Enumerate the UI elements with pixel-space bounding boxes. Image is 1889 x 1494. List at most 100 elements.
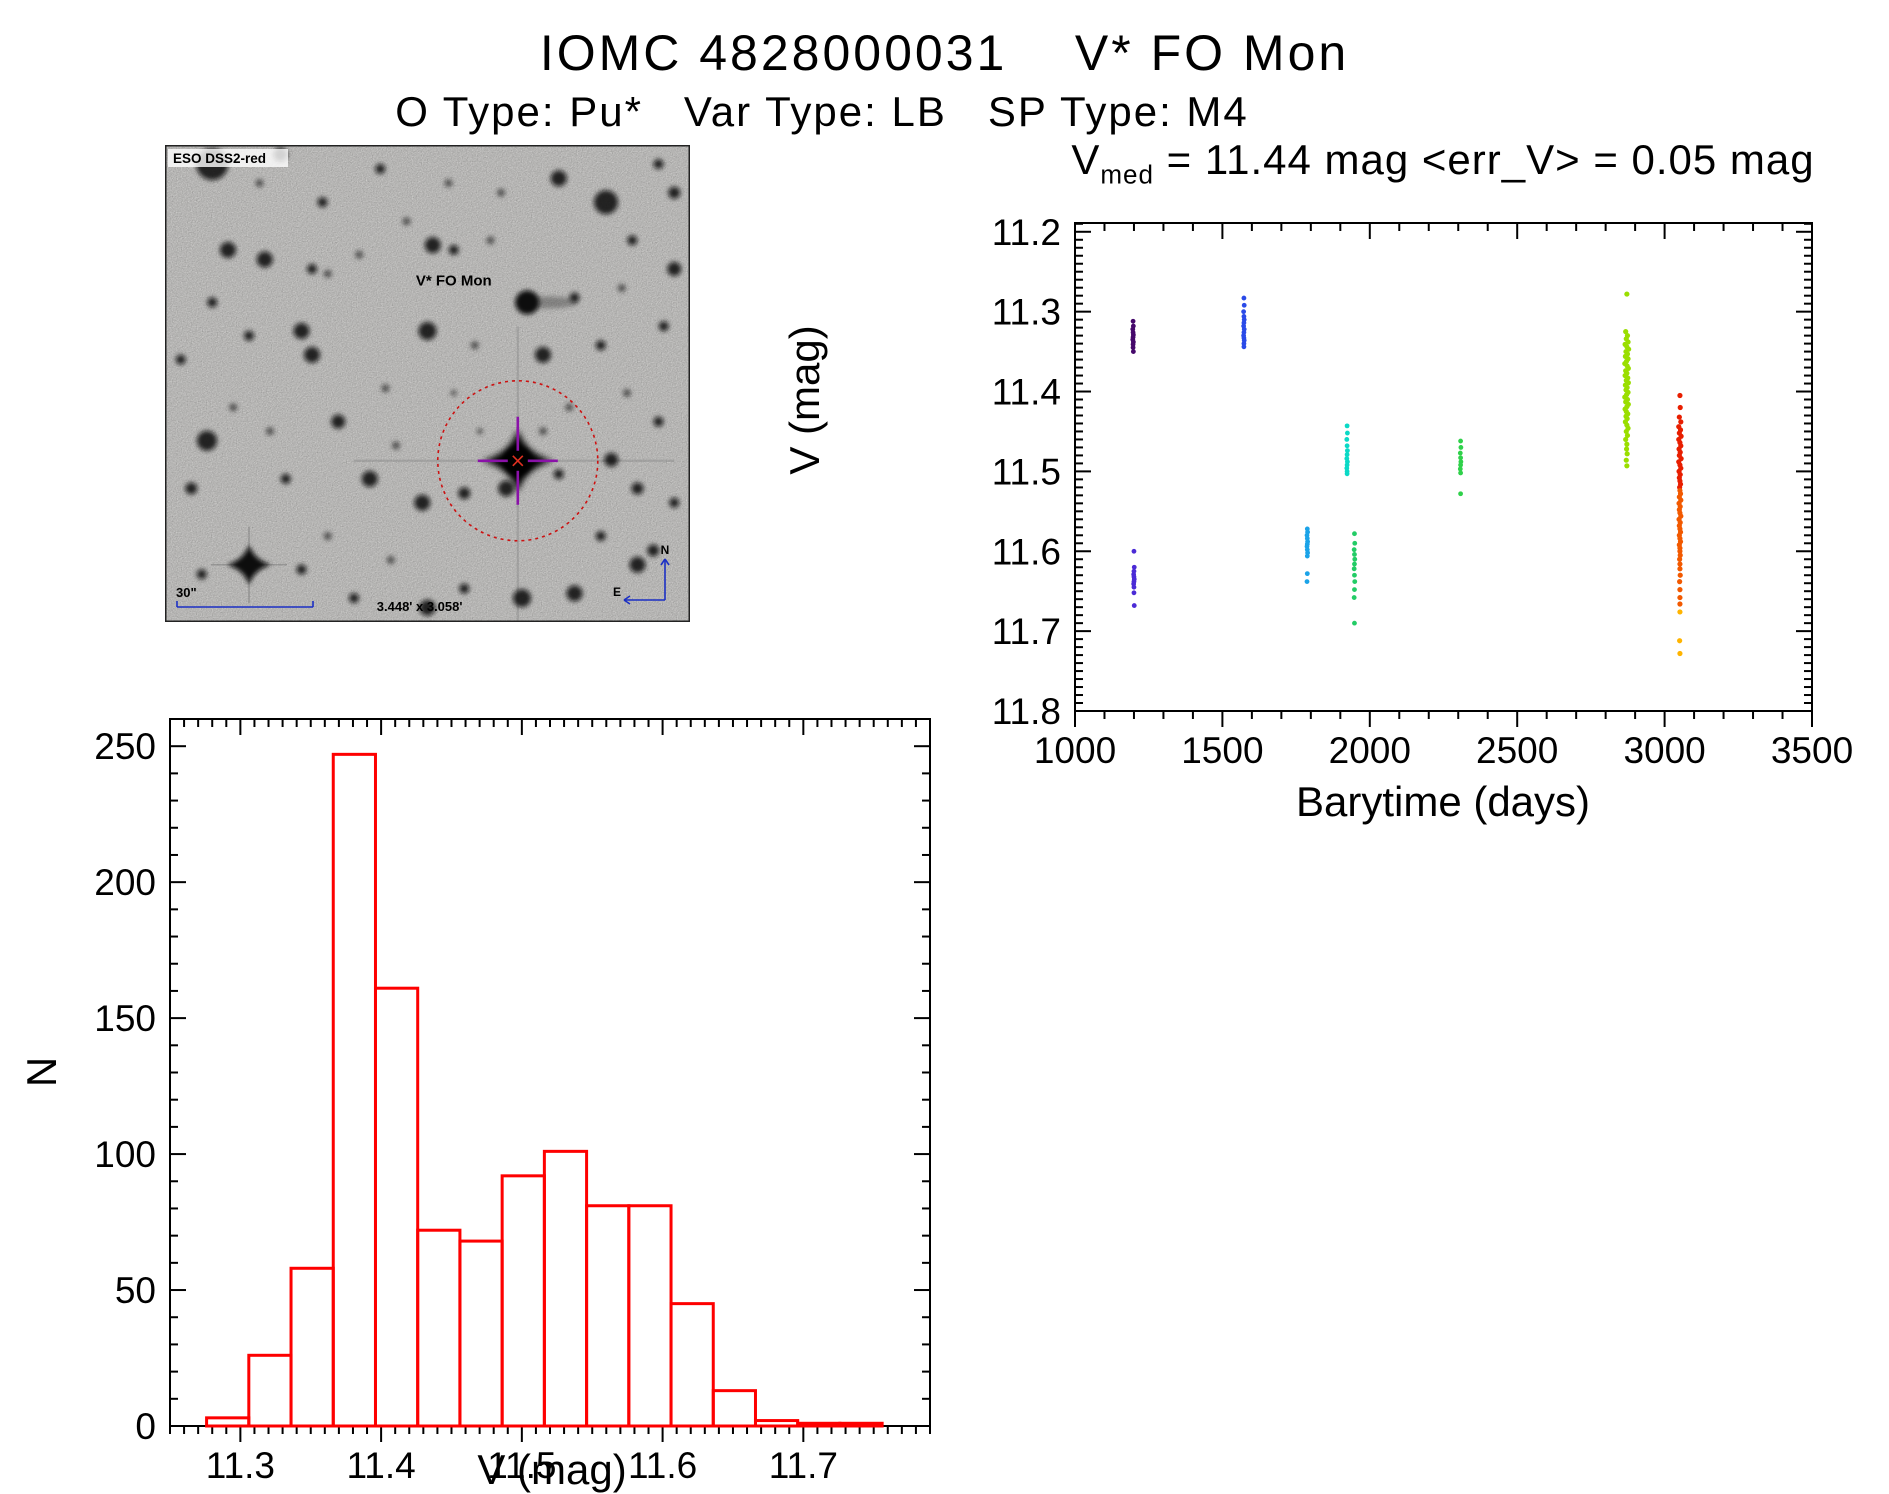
star — [653, 159, 664, 170]
star — [539, 427, 547, 436]
data-point — [1304, 553, 1310, 559]
survey-label: ESO DSS2-red — [173, 151, 266, 166]
data-point — [1304, 579, 1310, 585]
scatter-series-cluster-1-dark-purple — [1130, 318, 1136, 354]
star — [658, 321, 669, 332]
data-point — [1130, 349, 1136, 354]
x-tick-label: 3500 — [1771, 730, 1853, 771]
plot-frame — [169, 718, 931, 1427]
data-point — [1352, 587, 1357, 592]
data-point — [1352, 531, 1357, 537]
star — [498, 480, 515, 497]
star — [458, 487, 471, 500]
y-tick-label: 11.3 — [992, 292, 1061, 333]
data-point — [1623, 428, 1629, 435]
star — [669, 497, 680, 508]
spiky-star — [211, 526, 287, 603]
data-point — [1677, 594, 1683, 601]
field-size-label: 3.448' x 3.058' — [377, 599, 463, 614]
data-point — [1131, 564, 1137, 570]
star — [175, 354, 186, 365]
star — [595, 340, 606, 351]
star — [513, 589, 531, 608]
star — [594, 190, 618, 215]
lightcurve-title: Vmed = 11.44 mag <err_V> = 0.05 mag — [1008, 136, 1878, 190]
data-point — [1677, 609, 1683, 615]
histogram-bar — [838, 1421, 884, 1428]
labeled-star — [515, 290, 540, 315]
axes — [1074, 222, 1813, 712]
scatter-series-cluster-4-light-blue — [1304, 526, 1310, 585]
data-point — [1344, 437, 1350, 442]
y-tick-label: 100 — [94, 1134, 156, 1175]
star — [266, 427, 274, 436]
data-point — [1677, 392, 1683, 399]
histogram-bar — [796, 1421, 842, 1428]
data-point — [1131, 590, 1137, 596]
data-point — [1131, 548, 1137, 554]
data-point — [1351, 547, 1357, 553]
y-tick-label: 11.6 — [992, 531, 1061, 572]
y-tick-label: 150 — [94, 998, 156, 1039]
vmed-subscript: med — [1100, 159, 1154, 190]
lightcurve-x-axis-title: Barytime (days) — [1295, 778, 1591, 825]
compass-north-label: N — [661, 543, 670, 557]
data-point — [1677, 548, 1683, 554]
data-point — [1678, 419, 1684, 425]
plot-frame — [1074, 222, 1813, 712]
target-circle — [436, 379, 599, 542]
star — [304, 346, 320, 363]
data-point — [1457, 466, 1463, 472]
histogram-bar — [247, 1353, 293, 1428]
data-point — [1130, 318, 1136, 324]
star — [448, 244, 459, 255]
scale-bar-label: 30" — [176, 585, 197, 600]
star — [535, 346, 551, 363]
data-point — [1677, 561, 1683, 567]
star — [229, 403, 238, 412]
histogram-bar — [205, 1416, 251, 1428]
data-point — [1352, 552, 1357, 557]
star — [331, 414, 346, 429]
star — [418, 322, 437, 341]
y-tick-label: 11.2 — [992, 212, 1061, 253]
histogram-x-axis-title: V (mag) — [477, 1446, 627, 1493]
data-point — [1344, 430, 1350, 436]
y-tick-label: 11.8 — [992, 691, 1061, 732]
x-tick-label: 11.7 — [769, 1445, 838, 1486]
data-point — [1623, 457, 1629, 463]
star — [256, 251, 273, 268]
star — [617, 284, 626, 293]
data-point — [1677, 579, 1683, 585]
data-point — [1352, 579, 1358, 585]
finding-chart-image: V* FO Mon ESO DSS2-red 30" 3.448' x 3.058' N… — [165, 145, 690, 622]
data-point — [1241, 302, 1247, 308]
data-point — [1241, 295, 1247, 301]
scatter-series-cluster-3-blue — [1241, 295, 1247, 350]
star — [565, 403, 574, 412]
target-crosshair — [477, 416, 558, 505]
star — [459, 583, 470, 594]
data-point — [1624, 451, 1630, 457]
data-point — [1677, 638, 1683, 644]
star — [629, 556, 646, 573]
x-tick-label: 2000 — [1329, 730, 1411, 771]
y-tick-label: 11.7 — [992, 611, 1061, 652]
star — [244, 330, 254, 341]
y-tick-label: 11.4 — [992, 372, 1061, 413]
histogram-bar — [373, 986, 420, 1428]
scatter-series-cluster-8-chartreuse — [1622, 291, 1632, 469]
histogram-bar — [542, 1149, 589, 1428]
star — [207, 297, 218, 308]
star — [392, 441, 400, 450]
star — [550, 170, 567, 187]
data-point — [1352, 620, 1357, 626]
data-point — [1457, 450, 1463, 456]
scatter-series-cluster-7-green — [1457, 438, 1464, 497]
histogram-bar — [585, 1204, 631, 1428]
star — [317, 197, 328, 208]
vmed-symbol: V — [1071, 136, 1101, 183]
tick-labels: 11.3 11.4 11.5 11.6 11.7 0 50 100 150 200 250 — [94, 726, 838, 1486]
y-tick-label: 50 — [115, 1270, 156, 1311]
data-point — [1676, 414, 1682, 420]
